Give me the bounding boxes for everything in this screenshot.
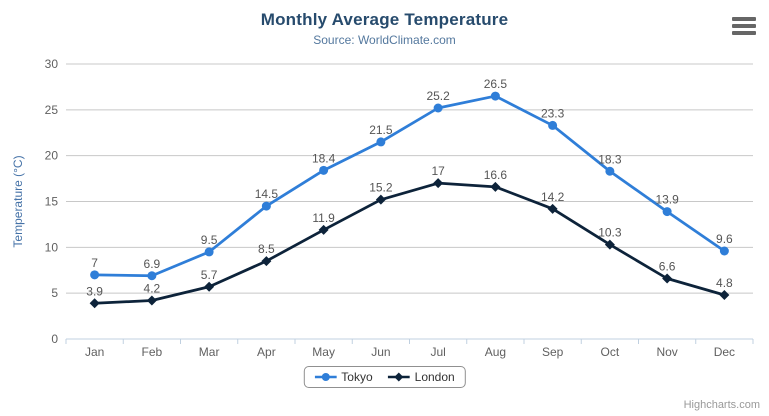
y-axis-title: Temperature (°C) (11, 155, 25, 247)
x-axis-tick-label: Jan (85, 345, 104, 359)
x-axis-tick-label: Mar (199, 345, 220, 359)
data-label: 16.6 (484, 168, 508, 182)
circle-marker-icon (314, 373, 337, 381)
x-axis-tick-label: Apr (257, 345, 276, 359)
x-axis-tick-label: Dec (714, 345, 735, 359)
data-label: 4.2 (144, 282, 161, 296)
x-axis-tick-label: Feb (142, 345, 163, 359)
context-menu-button[interactable] (730, 15, 758, 37)
hamburger-bar (732, 17, 756, 21)
data-label: 25.2 (426, 89, 450, 103)
chart-title: Monthly Average Temperature (260, 10, 509, 29)
y-axis-tick-label: 25 (45, 103, 59, 117)
data-label: 17 (431, 164, 445, 178)
y-axis-tick-label: 15 (45, 195, 59, 209)
london-point-Aug[interactable] (490, 181, 501, 192)
data-label: 18.3 (598, 152, 622, 166)
data-label: 5.7 (201, 268, 218, 282)
data-label: 6.9 (144, 257, 161, 271)
london-point-Jan[interactable] (89, 298, 100, 309)
data-label: 14.2 (541, 190, 565, 204)
hamburger-menu-icon (732, 17, 756, 35)
data-label: 15.2 (369, 181, 393, 195)
tokyo-series-line[interactable] (93, 94, 726, 278)
data-label: 11.9 (312, 211, 335, 225)
x-axis-tick-label: Sep (542, 345, 564, 359)
tokyo-point-Nov[interactable] (662, 207, 672, 217)
legend-item-tokyo[interactable]: Tokyo (314, 370, 373, 384)
london-point-Sep[interactable] (547, 203, 558, 214)
tokyo-point-Oct[interactable] (605, 166, 615, 176)
x-axis-tick-label: May (312, 345, 335, 359)
tokyo-point-Mar[interactable] (204, 247, 214, 257)
hamburger-bar (732, 24, 756, 28)
tokyo-point-Sep[interactable] (548, 120, 558, 130)
london-point-Jul[interactable] (433, 178, 444, 189)
hamburger-bar (732, 31, 756, 35)
data-label: 3.9 (86, 284, 103, 298)
x-axis-tick-label: Jun (371, 345, 390, 359)
london-point-Nov[interactable] (662, 273, 673, 284)
data-label: 23.3 (541, 106, 565, 120)
london-point-Jun[interactable] (375, 194, 386, 205)
data-label: 21.5 (369, 123, 393, 137)
tokyo-point-Jan[interactable] (90, 270, 100, 280)
x-axis-tick-label: Jul (430, 345, 445, 359)
y-axis-tick-label: 20 (45, 149, 59, 163)
tokyo-point-Jun[interactable] (376, 137, 386, 147)
legend-item-label: Tokyo (341, 370, 373, 384)
data-label: 7 (91, 256, 98, 270)
tokyo-point-Feb[interactable] (147, 271, 157, 281)
legend-item-london[interactable]: London (387, 370, 455, 384)
chart-subtitle: Source: WorldClimate.com (313, 33, 456, 47)
data-label: 10.3 (598, 226, 622, 240)
data-label: 9.5 (201, 233, 218, 247)
x-axis-tick-label: Oct (601, 345, 620, 359)
london-point-Dec[interactable] (719, 290, 730, 300)
data-label: 13.9 (655, 193, 679, 207)
legend: Tokyo London (303, 366, 466, 388)
data-label: 26.5 (484, 77, 508, 91)
y-axis-tick-label: 0 (51, 332, 58, 346)
data-label: 18.4 (312, 151, 336, 165)
london-point-Feb[interactable] (146, 295, 157, 306)
tokyo-point-Aug[interactable] (490, 91, 500, 101)
tokyo-point-Jul[interactable] (433, 103, 443, 113)
tokyo-point-Dec[interactable] (719, 246, 729, 256)
y-axis-tick-label: 10 (45, 240, 59, 254)
london-point-Apr[interactable] (261, 256, 272, 267)
tokyo-point-Apr[interactable] (261, 201, 271, 211)
london-series-line[interactable] (93, 181, 726, 305)
data-label: 9.6 (716, 232, 733, 246)
data-label: 6.6 (659, 260, 676, 274)
tokyo-point-May[interactable] (319, 165, 329, 175)
diamond-marker-icon (387, 372, 410, 382)
x-axis-tick-label: Nov (656, 345, 677, 359)
legend-item-label: London (414, 370, 455, 384)
data-label: 14.5 (255, 187, 279, 201)
credits-link[interactable]: Highcharts.com (683, 399, 760, 411)
london-point-Mar[interactable] (204, 281, 215, 292)
x-axis-tick-label: Aug (485, 345, 506, 359)
london-point-Oct[interactable] (604, 239, 615, 250)
y-axis-tick-label: 30 (45, 57, 59, 71)
data-label: 4.8 (716, 276, 733, 290)
london-point-May[interactable] (318, 224, 329, 235)
y-axis-tick-label: 5 (51, 286, 58, 300)
data-label: 8.5 (258, 242, 275, 256)
